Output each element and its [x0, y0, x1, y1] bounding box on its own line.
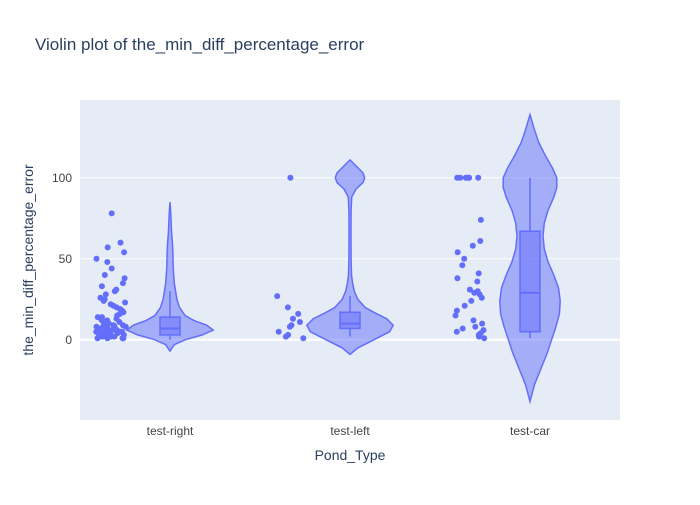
data-point	[93, 255, 100, 262]
data-point	[288, 322, 295, 329]
y-tick-labels: 0 50 100	[52, 171, 72, 347]
data-point	[97, 294, 104, 301]
data-point	[113, 286, 120, 293]
x-axis-title: Pond_Type	[315, 447, 386, 463]
data-point	[466, 286, 473, 293]
data-point	[468, 297, 475, 304]
trace-test-right	[93, 202, 215, 353]
box-iqr	[519, 230, 541, 333]
x-tick-label: test-car	[510, 424, 550, 438]
data-point	[452, 312, 459, 319]
data-point	[464, 174, 470, 181]
x-tick-label: test-right	[147, 424, 194, 438]
data-point	[99, 314, 105, 321]
data-point	[107, 301, 114, 308]
data-point	[454, 249, 461, 256]
y-tick-label: 50	[59, 252, 73, 266]
data-point	[285, 331, 292, 338]
data-point	[454, 275, 461, 282]
data-point	[275, 328, 282, 335]
data-point	[121, 249, 128, 256]
data-point	[110, 322, 117, 329]
data-point	[475, 270, 482, 277]
data-point	[474, 278, 481, 285]
data-point	[121, 275, 128, 282]
data-point	[104, 259, 111, 265]
data-point	[274, 293, 281, 300]
data-point	[104, 317, 111, 324]
y-axis-title: the_min_diff_percentage_error	[20, 164, 36, 356]
data-point	[477, 238, 484, 244]
y-tick-label: 0	[65, 333, 72, 347]
data-point	[102, 291, 109, 298]
data-point	[475, 174, 482, 181]
chart-title: Violin plot of the_min_diff_percentage_e…	[35, 35, 365, 54]
data-point	[453, 307, 460, 314]
data-point	[472, 323, 479, 330]
trace-test-car	[452, 111, 561, 405]
data-point	[481, 335, 488, 342]
data-point	[480, 327, 487, 334]
data-point	[93, 323, 100, 330]
data-point	[287, 174, 294, 181]
data-point	[461, 255, 468, 262]
data-point	[477, 216, 484, 223]
data-point	[454, 174, 461, 181]
data-point	[474, 288, 481, 295]
violin-shape	[125, 202, 215, 353]
data-point	[461, 302, 468, 309]
data-point	[104, 244, 111, 251]
box-iqr	[159, 316, 181, 336]
box-iqr	[339, 311, 361, 330]
data-point	[470, 317, 477, 324]
data-point	[284, 304, 291, 311]
data-point	[459, 325, 466, 332]
data-point	[296, 319, 303, 325]
data-point	[479, 320, 486, 327]
data-point	[122, 299, 129, 306]
x-tick-label: test-left	[330, 424, 370, 438]
data-point	[101, 272, 108, 278]
trace-test-left	[274, 158, 395, 356]
data-point	[300, 335, 307, 342]
data-point	[453, 328, 460, 335]
y-tick-label: 100	[52, 171, 72, 185]
data-point	[295, 310, 302, 317]
data-point	[117, 239, 124, 246]
data-point	[459, 262, 466, 269]
data-point	[120, 280, 126, 287]
violin-traces	[93, 111, 561, 405]
data-point	[108, 265, 115, 272]
data-point	[108, 210, 115, 217]
data-point	[469, 242, 476, 249]
data-point	[290, 315, 296, 322]
data-point	[98, 283, 105, 290]
violin-shape	[305, 158, 395, 356]
data-point	[94, 314, 101, 321]
x-tick-labels: test-right test-left test-car	[147, 424, 550, 438]
